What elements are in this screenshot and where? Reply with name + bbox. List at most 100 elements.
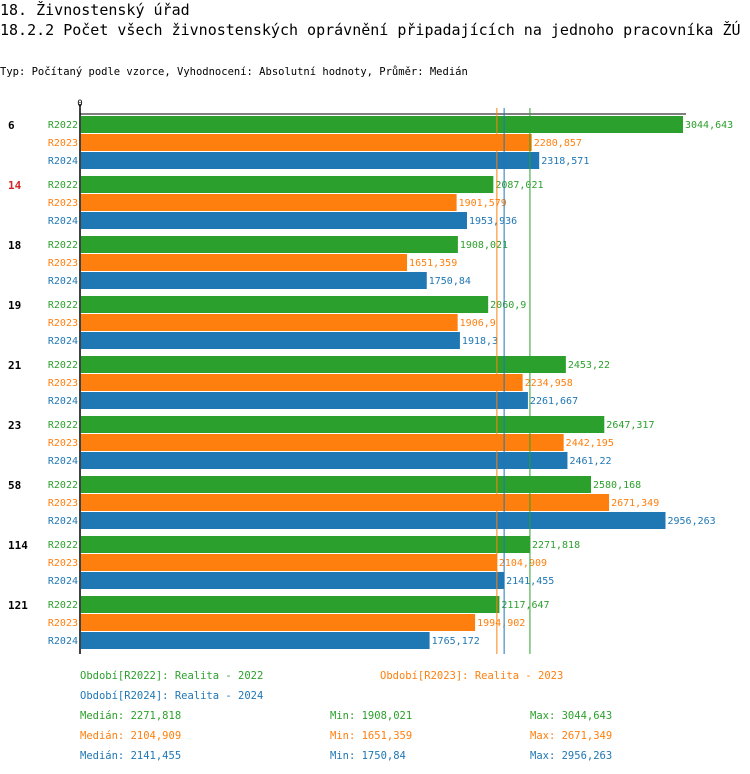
value-label: 2671,349 (611, 498, 659, 509)
bar-r2023-19 (81, 314, 458, 331)
series-label: R2024 (48, 636, 78, 647)
value-label: 1908,021 (460, 240, 508, 251)
value-label: 2461,22 (569, 456, 611, 467)
category-label: 114 (8, 539, 28, 552)
series-label: R2022 (48, 540, 78, 551)
bar-r2022-14 (81, 176, 494, 193)
series-label: R2022 (48, 120, 78, 131)
bar-r2022-21 (81, 356, 566, 373)
series-label: R2023 (48, 498, 78, 509)
value-label: 1994,902 (477, 618, 525, 629)
legend-r2022: Období[R2022]: Realita - 2022 (80, 670, 264, 682)
bar-r2023-23 (81, 434, 564, 451)
bar-r2023-121 (81, 614, 476, 631)
legend-r2023: Období[R2023]: Realita - 2023 (380, 670, 564, 682)
stat-min-r2022: Min: 1908,021 (330, 710, 413, 722)
value-label: 1953,936 (469, 216, 517, 227)
value-label: 1651,359 (409, 258, 457, 269)
category-label: 14 (8, 179, 22, 192)
series-label: R2024 (48, 576, 78, 587)
value-label: 2453,22 (568, 360, 610, 371)
series-label: R2023 (48, 558, 78, 569)
series-label: R2022 (48, 480, 78, 491)
series-label: R2022 (48, 600, 78, 611)
value-label: 2060,9 (490, 300, 526, 311)
bar-r2023-58 (81, 494, 610, 511)
bar-r2022-121 (81, 596, 500, 613)
series-label: R2024 (48, 216, 78, 227)
value-label: 2318,571 (541, 156, 589, 167)
chart-meta: Typ: Počítaný podle vzorce, Vyhodnocení:… (0, 66, 468, 78)
series-label: R2023 (48, 138, 78, 149)
bar-r2023-6 (81, 134, 532, 151)
stat-median-r2023: Medián: 2104,909 (80, 730, 182, 742)
value-label: 2280,857 (534, 138, 582, 149)
series-label: R2023 (48, 378, 78, 389)
bar-r2022-6 (81, 116, 683, 133)
bar-r2024-18 (81, 272, 427, 289)
bar-r2023-114 (81, 554, 497, 571)
bar-r2023-21 (81, 374, 523, 391)
value-label: 1901,579 (459, 198, 507, 209)
series-label: R2024 (48, 156, 78, 167)
series-label: R2024 (48, 336, 78, 347)
category-label: 21 (8, 359, 22, 372)
series-label: R2022 (48, 180, 78, 191)
series-label: R2022 (48, 300, 78, 311)
series-label: R2024 (48, 456, 78, 467)
bar-r2024-58 (81, 512, 666, 529)
bar-r2022-19 (81, 296, 489, 313)
bar-r2024-121 (81, 632, 430, 649)
chart-subtitle: 18.2.2 Počet všech živnostenských oprávn… (0, 21, 741, 39)
series-label: R2024 (48, 396, 78, 407)
value-label: 2271,818 (532, 540, 580, 551)
value-label: 2580,168 (593, 480, 641, 491)
series-label: R2022 (48, 420, 78, 431)
bar-r2024-19 (81, 332, 460, 349)
value-label: 3044,643 (685, 120, 733, 131)
bar-r2022-18 (81, 236, 458, 253)
value-label: 2104,909 (499, 558, 547, 569)
bar-r2023-18 (81, 254, 408, 271)
bar-r2024-114 (81, 572, 505, 589)
value-label: 1918,3 (462, 336, 498, 347)
series-label: R2023 (48, 618, 78, 629)
bar-r2024-21 (81, 392, 528, 409)
series-label: R2024 (48, 276, 78, 287)
value-label: 2234,958 (525, 378, 573, 389)
value-label: 1750,84 (429, 276, 471, 287)
series-label: R2023 (48, 258, 78, 269)
bar-r2024-6 (81, 152, 540, 169)
stat-min-r2023: Min: 1651,359 (330, 730, 413, 742)
series-label: R2023 (48, 198, 78, 209)
stat-max-r2024: Max: 2956,263 (530, 750, 613, 762)
value-label: 2261,667 (530, 396, 578, 407)
category-label: 121 (8, 599, 28, 612)
value-label: 1765,172 (432, 636, 480, 647)
series-label: R2023 (48, 318, 78, 329)
bar-r2022-58 (81, 476, 592, 493)
series-label: R2022 (48, 240, 78, 251)
value-label: 2117,647 (501, 600, 549, 611)
bar-r2022-114 (81, 536, 530, 553)
bar-r2024-14 (81, 212, 467, 229)
value-label: 1906,9 (460, 318, 496, 329)
value-label: 2956,263 (667, 516, 715, 527)
series-label: R2022 (48, 360, 78, 371)
page-title: 18. Živnostenský úřad (0, 1, 190, 19)
series-label: R2024 (48, 516, 78, 527)
bar-r2023-14 (81, 194, 457, 211)
category-label: 23 (8, 419, 21, 432)
category-label: 58 (8, 479, 21, 492)
stat-min-r2024: Min: 1750,84 (330, 750, 406, 762)
category-label: 18 (8, 239, 21, 252)
value-label: 2087,021 (495, 180, 543, 191)
stat-max-r2023: Max: 2671,349 (530, 730, 613, 742)
value-label: 2442,195 (566, 438, 614, 449)
series-label: R2023 (48, 438, 78, 449)
bar-r2022-23 (81, 416, 605, 433)
axis-zero-label: 0 (77, 99, 82, 109)
legend-r2024: Období[R2024]: Realita - 2024 (80, 690, 264, 702)
stat-median-r2022: Medián: 2271,818 (80, 710, 182, 722)
